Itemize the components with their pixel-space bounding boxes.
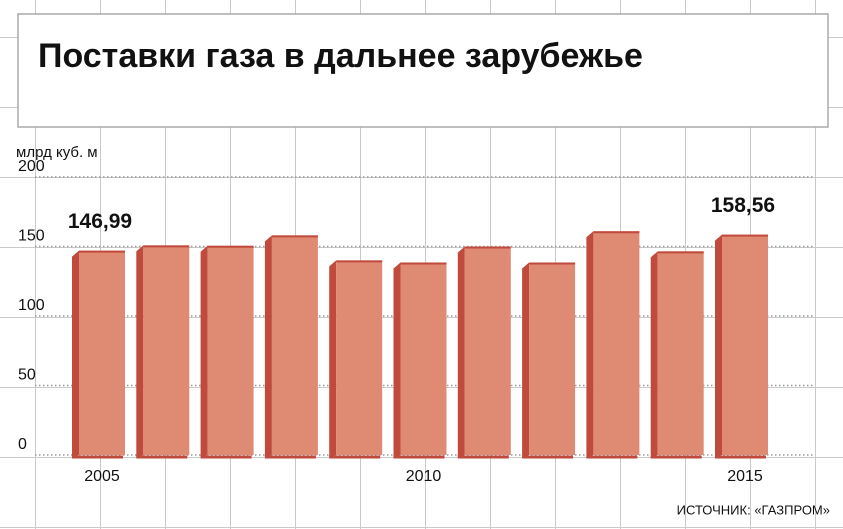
bar [400,262,447,455]
bar-side [329,260,337,457]
bar [464,246,511,455]
y-tick-label: 200 [18,158,45,175]
x-tick-label: 2015 [727,468,763,485]
value-label: 146,99 [68,210,132,233]
y-tick-label: 100 [18,297,45,314]
bar [207,245,254,455]
bar-side [522,262,530,457]
y-tick-label: 0 [18,436,27,453]
bar-side [136,245,144,457]
bar [143,245,190,455]
bar-side [200,245,208,457]
y-tick-label: 50 [18,367,36,384]
bar-side [650,251,658,457]
bar [79,250,125,455]
y-axis-label: млрд куб. м [16,144,98,161]
x-tick-label: 2010 [406,468,442,485]
source: ИСТОЧНИК: «ГАЗПРОМ» [677,502,830,517]
bar [336,260,383,455]
bar-side [72,250,79,457]
bar [271,235,318,455]
bar-side [393,262,401,457]
title-box [17,13,829,128]
bar [529,262,576,455]
bar-side [715,234,722,457]
x-tick-label: 2005 [84,468,120,485]
bar [593,231,640,455]
y-tick-label: 150 [18,228,45,245]
bar-side [264,235,272,457]
chart-title: Поставки газа в дальнее зарубежье [38,37,643,75]
bar [722,234,768,455]
value-label: 158,56 [711,194,775,217]
bar [657,251,704,455]
bar-side [586,231,594,457]
bar-side [457,246,465,457]
